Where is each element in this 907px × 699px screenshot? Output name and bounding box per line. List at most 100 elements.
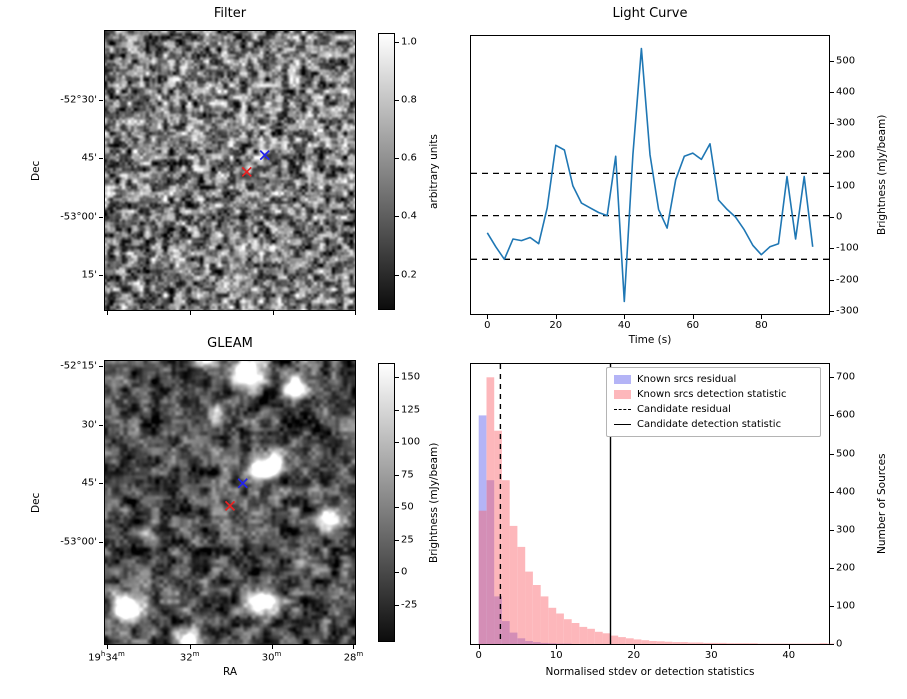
filter-ytick-mark: [99, 100, 103, 102]
gleam-ytick-mark: [99, 483, 103, 485]
gleam-xtick-mark: [353, 645, 355, 649]
histogram-ylabel: Number of Sources: [876, 453, 888, 555]
gleam-colorbar-tick-label: 100: [401, 436, 421, 448]
lightcurve-line-chart: [471, 47, 829, 303]
legend-item: Known srcs residual: [614, 372, 813, 387]
filter-marker-blue-cross: [259, 150, 270, 161]
lightcurve-xtick-label: 0: [484, 320, 491, 331]
lightcurve-plot: [470, 35, 830, 315]
gleam-colorbar-tick-label: 25: [401, 534, 414, 546]
histogram-ytick-label: 700: [836, 371, 856, 383]
gleam-ytick-label: 30': [81, 419, 97, 431]
residual-histogram-series: [478, 415, 572, 644]
gleam-colorbar-tick-label: -25: [401, 599, 418, 611]
lightcurve-ytick-label: -300: [836, 305, 859, 317]
filter-ytick-label: 45': [81, 152, 97, 164]
histogram-xtick-mark: [556, 645, 558, 649]
legend-label: Candidate residual: [637, 404, 731, 415]
gleam-markers-overlay: [224, 478, 248, 511]
gleam-xtick-label: 30m: [261, 650, 282, 664]
histogram-xtick-mark: [633, 645, 635, 649]
histogram-ytick-mark: [830, 491, 834, 493]
histogram-ytick-label: 400: [836, 486, 856, 498]
gleam-xtick-label: 32m: [179, 650, 200, 664]
filter-ytick-label: -53°00': [60, 211, 97, 223]
gleam-ytick-label: -53°00': [60, 536, 97, 548]
histogram-ytick-mark: [830, 605, 834, 607]
lightcurve-xtick-label: 60: [686, 320, 700, 331]
filter-colorbar-tick-mark: [395, 41, 399, 43]
lightcurve-xtick-label: 40: [617, 320, 631, 331]
gleam-ytick-mark: [99, 542, 103, 544]
gleam-xtick-label: 19h34m: [88, 650, 125, 664]
histogram-xlabel: Normalised stdev or detection statistics: [545, 666, 755, 678]
gleam-colorbar-tick-mark: [395, 474, 399, 476]
histogram-xtick-label: 30: [704, 650, 718, 661]
lightcurve-ytick-mark: [830, 92, 834, 94]
gleam-ytick-label: 45': [81, 477, 97, 489]
gleam-colorbar-tick-mark: [395, 376, 399, 378]
filter-colorbar-tick-mark: [395, 216, 399, 218]
filter-ytick-mark: [99, 275, 103, 277]
gleam-ylabel: Dec: [30, 492, 42, 513]
lightcurve-ytick-label: 100: [836, 180, 856, 192]
lightcurve-xlabel: Time (s): [628, 334, 672, 346]
histogram-ytick-label: 100: [836, 600, 856, 612]
histogram-ytick-mark: [830, 644, 834, 645]
lightcurve-ytick-mark: [830, 60, 834, 62]
gleam-xtick-mark: [106, 645, 108, 649]
filter-title: Filter: [213, 6, 247, 21]
filter-ylabel: Dec: [30, 160, 42, 181]
filter-xtick-mark: [272, 311, 274, 315]
gleam-ytick-label: -52°15': [60, 360, 97, 372]
filter-ytick-label: 15': [81, 269, 97, 281]
gleam-colorbar-tick-label: 50: [401, 501, 414, 513]
histogram-xtick-mark: [788, 645, 790, 649]
gleam-noise-image: [105, 361, 355, 644]
gleam-marker-red-cross: [224, 500, 236, 511]
filter-xtick-mark: [189, 311, 191, 315]
lightcurve-ylabel: Brightness (mJy/beam): [876, 114, 888, 236]
lightcurve-ytick-label: 0: [836, 211, 843, 223]
histogram-ytick-label: 300: [836, 524, 856, 536]
lightcurve-ytick-mark: [830, 123, 834, 125]
legend-item: Candidate residual: [614, 402, 813, 417]
legend-patch-swatch: [614, 390, 631, 399]
histogram-ytick-mark: [830, 415, 834, 417]
histogram-ytick-mark: [830, 377, 834, 379]
gleam-colorbar-tick-label: 150: [401, 371, 421, 383]
filter-colorbar-tick-label: 0.8: [401, 94, 417, 106]
filter-image-plot: [104, 30, 356, 311]
histogram-ytick-mark: [830, 453, 834, 455]
detection-statistic-histogram-series: [478, 377, 836, 644]
histogram-ytick-label: 200: [836, 562, 856, 574]
histogram-ytick-label: 0: [836, 638, 843, 650]
lightcurve-title: Light Curve: [612, 6, 688, 21]
lightcurve-ytick-mark: [830, 310, 834, 312]
gleam-xtick-mark: [189, 645, 191, 649]
histogram-legend: Known srcs residual Known srcs detection …: [606, 367, 821, 437]
gleam-colorbar-tick-mark: [395, 539, 399, 541]
gleam-colorbar-tick-mark: [395, 604, 399, 606]
gleam-title: GLEAM: [207, 336, 253, 351]
histogram-xtick-label: 10: [549, 650, 563, 661]
gleam-ytick-mark: [99, 365, 103, 367]
filter-colorbar-tick-mark: [395, 100, 399, 102]
lightcurve-ytick-mark: [830, 248, 834, 250]
filter-colorbar-tick-mark: [395, 158, 399, 160]
brightness-series-line: [486, 47, 814, 303]
gleam-xtick-mark: [271, 645, 273, 649]
filter-colorbar: [378, 33, 395, 310]
lightcurve-xtick-mark: [555, 315, 557, 319]
filter-colorbar-tick-mark: [395, 274, 399, 276]
lightcurve-xtick-label: 20: [549, 320, 563, 331]
filter-ytick-mark: [99, 158, 103, 160]
gleam-xtick-label: 28m: [343, 650, 364, 664]
gleam-ytick-mark: [99, 424, 103, 426]
filter-markers-overlay: [241, 150, 270, 177]
histogram-ytick-mark: [830, 529, 834, 531]
gleam-colorbar-tick-mark: [395, 507, 399, 509]
lightcurve-ytick-mark: [830, 217, 834, 219]
gleam-colorbar-tick-mark: [395, 409, 399, 411]
